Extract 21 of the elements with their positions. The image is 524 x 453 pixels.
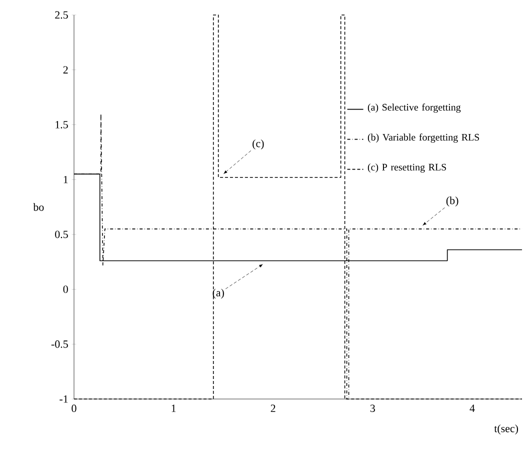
y-axis-title: bo [33,203,44,211]
annotation: (a) [212,288,224,299]
x-tick-label: 3 [370,404,375,412]
x-axis-title: t(sec) [494,424,518,434]
y-tick-label: -0.5 [51,340,68,348]
legend-label: (a) Selective forgetting [368,104,461,113]
x-tick-label: 2 [270,404,276,412]
y-tick-label: 2.5 [55,11,68,19]
y-tick-label: 0 [63,286,68,293]
x-tick-label: 0 [72,404,76,412]
y-tick-label: 1 [64,176,68,184]
x-tick-label: 4 [470,404,475,412]
y-tick-label: 2 [63,66,68,74]
annotation: (b) [446,196,458,206]
y-tick-label: -1 [60,395,68,403]
legend-label: (b) Variable forgetting RLS [368,134,480,143]
legend-label: (c) P resetting RLS [368,164,446,173]
y-tick-label: 1.5 [56,121,68,128]
y-tick-label: 0.5 [55,230,68,238]
annotation: (c) [252,140,264,150]
x-tick-label: 1 [172,404,176,412]
